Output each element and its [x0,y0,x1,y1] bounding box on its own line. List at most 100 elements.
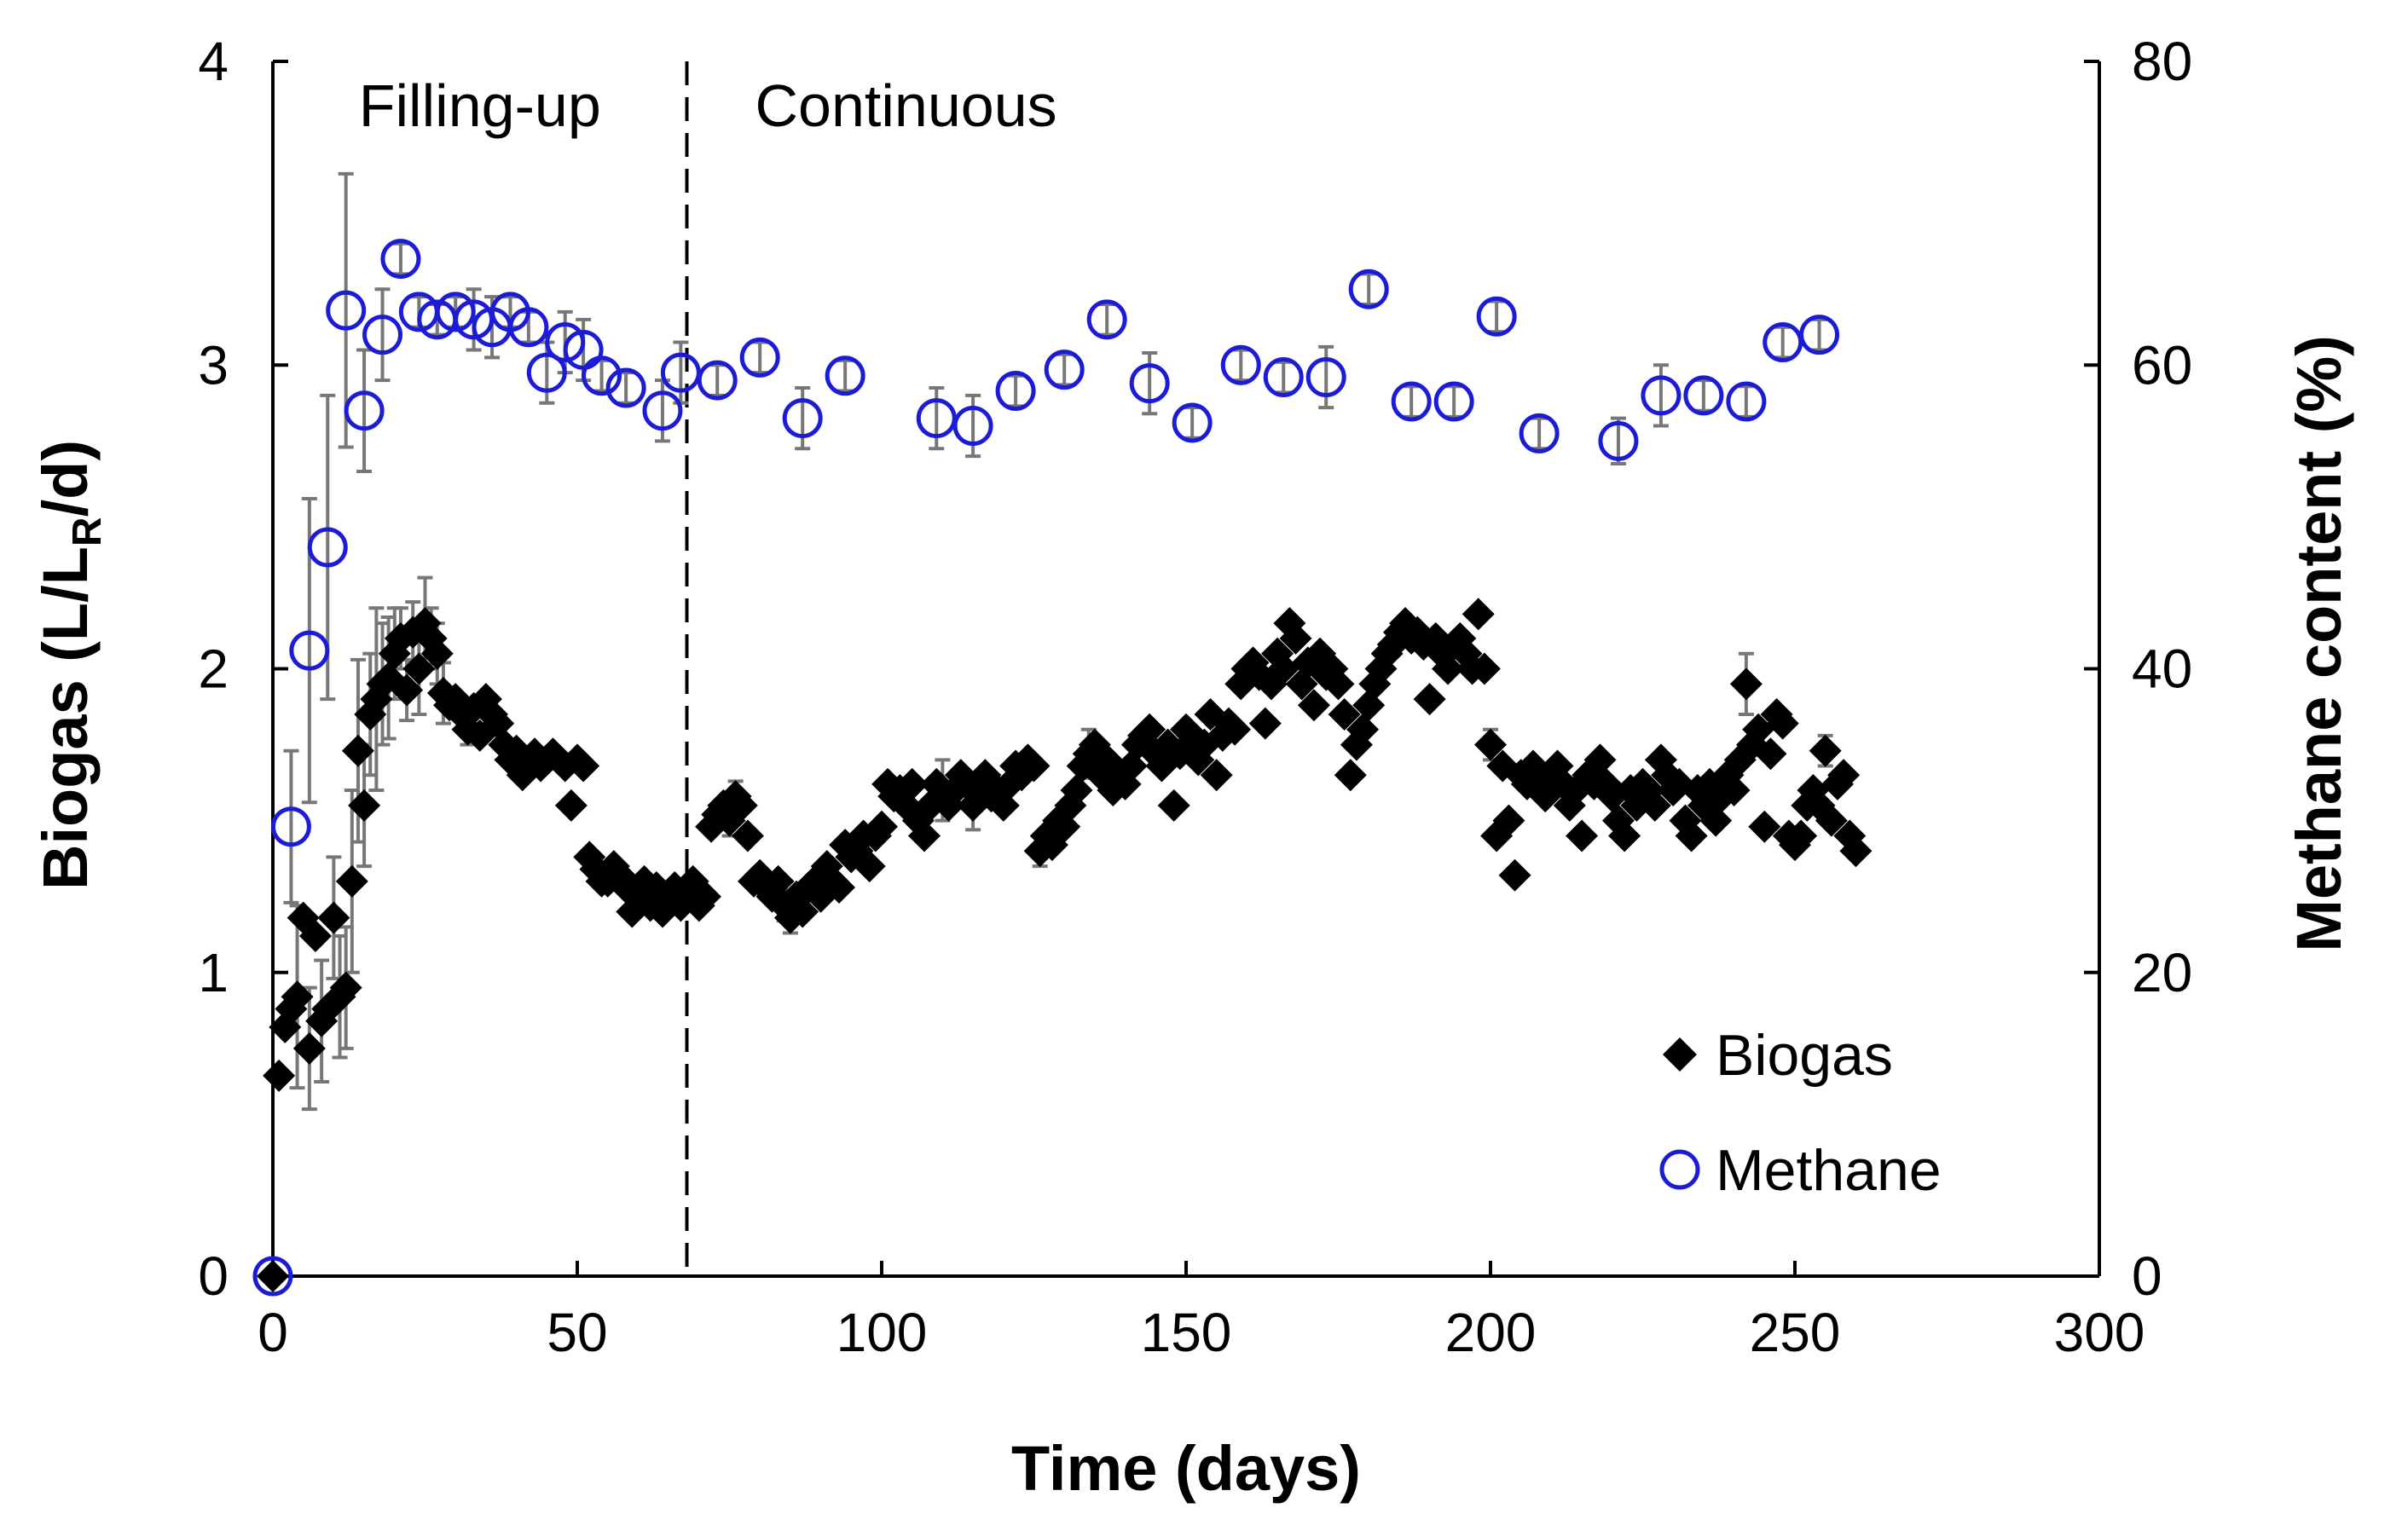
biogas-point [1717,774,1751,806]
x-tick-label: 200 [1445,1302,1537,1363]
methane-point [270,806,311,847]
biogas-point [1608,819,1641,852]
biogas-point [1815,804,1848,837]
methane-point [307,527,348,568]
methane-point [289,630,330,671]
methane-point [1476,296,1517,337]
biogas-point [335,864,368,898]
biogas-point [298,920,332,952]
legend-biogas-label: Biogas [1716,1023,1893,1088]
y-left-axis-title-sub: R [65,517,110,546]
biogas-point [391,673,424,707]
methane-point [435,292,476,332]
methane-point [1086,299,1127,340]
biogas-point [1017,749,1051,783]
methane-point [362,315,403,355]
biogas-point [420,637,454,670]
biogas-point [1498,858,1531,892]
x-axis-title: Time (days) [1011,1433,1361,1504]
methane-point [1763,322,1803,363]
methane-point [1799,315,1840,355]
methane-point [916,398,957,439]
methane-point [1598,420,1639,461]
biogas-point [348,789,381,822]
y-left-axis-title-main: Biogas (L/L [30,546,101,890]
y-left-tick-label: 4 [198,31,229,92]
legend-methane-marker [1659,1149,1700,1190]
methane-point [1305,357,1346,397]
biogas-point [1474,728,1507,761]
y-right-tick-label: 20 [2132,942,2192,1003]
phase-label-continuous: Continuous [755,72,1056,139]
methane-point [1220,344,1261,385]
biogas-point [281,980,314,1014]
biogas-point [1060,774,1093,806]
biogas-point [1729,667,1763,701]
biogas-point [1279,621,1312,655]
biogas-point [1200,759,1233,792]
y-left-tick-label: 2 [198,638,229,700]
biogas-point [1766,707,1799,740]
x-tick-label: 50 [547,1302,607,1363]
biogas-point [263,1059,296,1092]
x-tick-label: 250 [1750,1302,1841,1363]
methane-point [1172,402,1213,443]
methane-point [1433,381,1474,422]
methane-point [508,307,549,348]
methane-point [1391,381,1432,422]
y-left-tick-label: 3 [198,334,229,396]
biogas-point [823,871,856,904]
biogas-point [688,880,721,913]
biogas-point [1346,713,1380,746]
legend-methane-label: Methane [1716,1138,1942,1203]
biogas-point [865,810,898,843]
methane-point [1519,413,1560,454]
methane-point [1129,363,1170,404]
biogas-point [1334,759,1367,792]
methane-point [782,398,823,439]
y-left-tick-label: 0 [198,1245,229,1307]
methane-point [1348,269,1389,309]
methane-point [605,367,646,408]
y-right-tick-label: 80 [2132,31,2192,92]
biogas-point [257,1260,289,1292]
methane-point [326,290,367,331]
biogas-point [1157,789,1190,822]
biogas-point [786,895,819,928]
x-tick-label: 100 [836,1302,928,1363]
biogas-point [1748,810,1781,843]
methane-point [1726,381,1767,422]
methane-point [1044,350,1085,390]
methane-point [526,352,567,393]
biogas-point [1328,697,1361,731]
methane-point [252,1256,293,1297]
biogas-point [895,767,929,800]
biogas-point [907,819,941,852]
methane-point [739,337,780,378]
methane-point [697,360,738,401]
biogas-point [567,749,600,783]
y-left-axis-title-end: /d) [30,440,101,517]
methane-point [995,371,1036,412]
methane-point [952,406,993,446]
x-tick-label: 150 [1141,1302,1232,1363]
biogas-point [1492,804,1525,837]
y-left-tick-label: 1 [198,942,229,1003]
y-left-axis-title: Biogas (L/LR/d) [30,440,110,890]
biogas-point [761,864,795,898]
y-right-axis-title: Methane content (%) [2284,335,2354,952]
methane-point [344,390,385,431]
methane-point [1683,375,1724,416]
biogas-point [1133,713,1166,746]
methane-point [1263,357,1304,397]
biogas-point [1809,734,1842,767]
biogas-point [1267,652,1300,685]
data-marks [252,239,1873,1297]
biogas-point [292,1031,326,1065]
biogas-point [329,971,362,1004]
methane-point [1641,375,1682,416]
biogas-point [1432,652,1465,685]
biogas-point [1699,804,1733,837]
